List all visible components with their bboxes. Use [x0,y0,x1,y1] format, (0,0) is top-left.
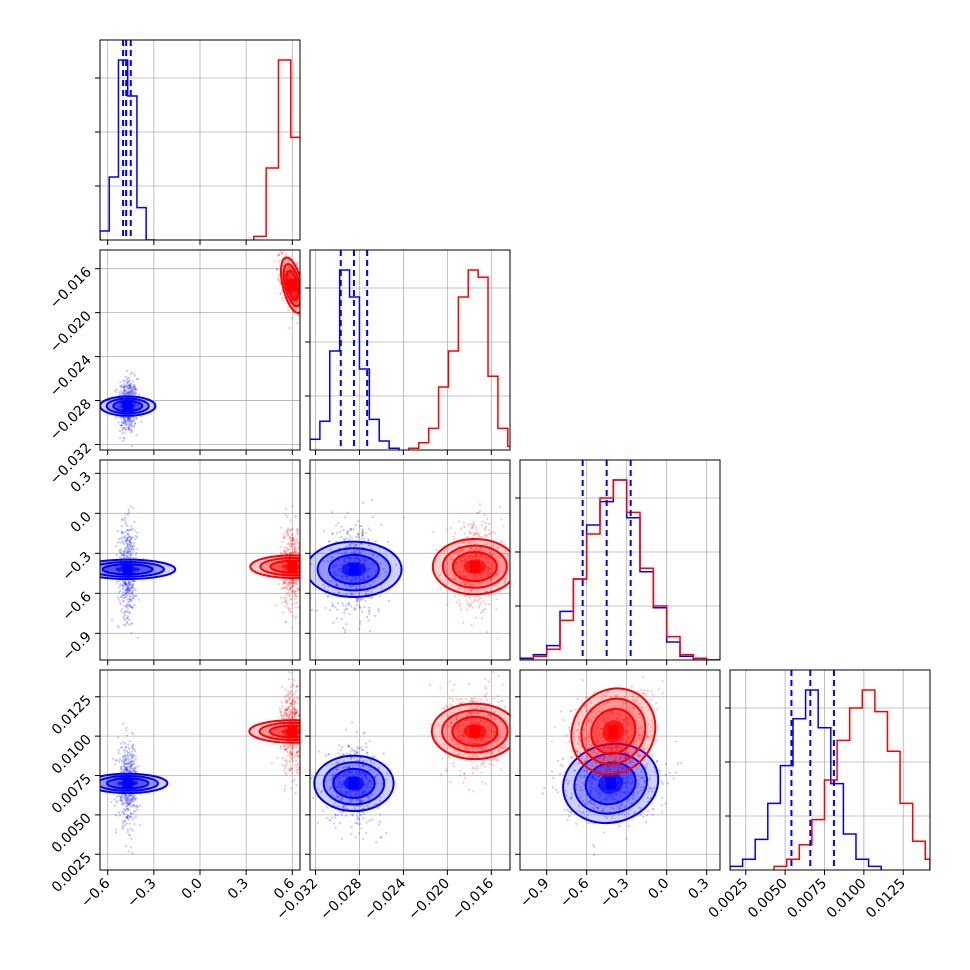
scatter-panel-3-1: −0.032−0.028−0.024−0.020−0.016 [273,669,511,924]
x-tick-label: 0.3 [685,876,712,903]
x-tick-label: 0.0 [179,876,206,903]
scatter-panel-3-0: −0.6 −0.3 0.0 0.3 0.60.00250.00500.00750.010… [49,669,301,911]
x-tick-label: −0.6 [78,875,113,910]
y-tick-label: 0.0125 [49,692,95,738]
x-tick-label: −0.9 [517,876,552,911]
scatter-panel-2-0: −0.9−0.6−0.30.00.3 [59,459,301,665]
density-peak-red [287,279,298,292]
scatter-panel-1-0: −0.032−0.028−0.024−0.020−0.016 [47,249,301,488]
x-tick-label: 0.0050 [745,876,791,922]
hist-panel-1 [305,249,511,455]
y-tick-label: 0.0075 [49,771,95,817]
histogram-red [253,59,300,240]
histogram-blue [730,689,882,870]
density-peak-red [469,560,480,573]
density-peak-blue [122,400,133,413]
scatter-points-blue [107,369,143,447]
y-tick-label: −0.020 [47,308,95,356]
panel-frame [309,459,511,661]
panel-frame [309,249,511,451]
x-tick-label: −0.016 [449,875,497,923]
panel-frame [519,669,721,871]
density-peak-blue [348,777,359,790]
density-peak-blue [122,563,133,576]
x-tick-label: −0.6 [557,875,592,910]
y-tick-label: −0.028 [47,396,95,444]
scatter-panel-2-1 [305,459,511,665]
density-peak-red [469,725,480,738]
x-tick-label: −0.024 [361,875,409,923]
y-tick-label: −0.016 [47,264,95,312]
histogram-blue [520,479,720,660]
histogram-red [773,689,930,870]
density-peak-blue [348,563,359,576]
x-tick-label: 0.0075 [784,876,830,922]
histogram-blue [100,59,156,240]
x-tick-label: 0.0025 [706,876,752,922]
x-tick-label: −0.028 [317,876,365,924]
y-tick-label: −0.024 [47,352,95,400]
density-peak-blue [122,777,133,790]
scatter-panel-3-2: −0.9 −0.6 −0.3 0.0 0.3 [515,669,721,911]
density-peak-red [608,725,619,738]
x-tick-label: 0.0125 [863,876,909,922]
density-peak-red [287,560,298,573]
y-tick-label: −0.3 [59,549,94,584]
hist-panel-2 [515,459,721,665]
y-tick-label: 0.0050 [49,810,95,856]
density-peak-red [287,725,298,738]
panel-frame [519,459,721,661]
histogram-red [520,479,720,660]
x-tick-label: −0.3 [124,876,159,911]
panel-frame [309,669,511,871]
x-tick-label: 0.0 [645,876,672,903]
panel-frame [729,669,931,871]
histogram-blue [310,269,400,450]
histogram-red [408,269,510,450]
y-tick-label: 0.0 [68,509,95,536]
x-tick-label: 0.3 [225,876,252,903]
y-tick-label: −0.6 [59,589,94,624]
y-tick-label: −0.9 [59,629,94,664]
density-peak-blue [605,777,616,790]
x-tick-label: 0.0100 [824,876,870,922]
x-tick-label: −0.020 [405,876,453,924]
y-tick-label: 0.0100 [49,732,95,778]
x-tick-label: −0.3 [597,876,632,911]
hist-panel-0 [95,39,301,245]
